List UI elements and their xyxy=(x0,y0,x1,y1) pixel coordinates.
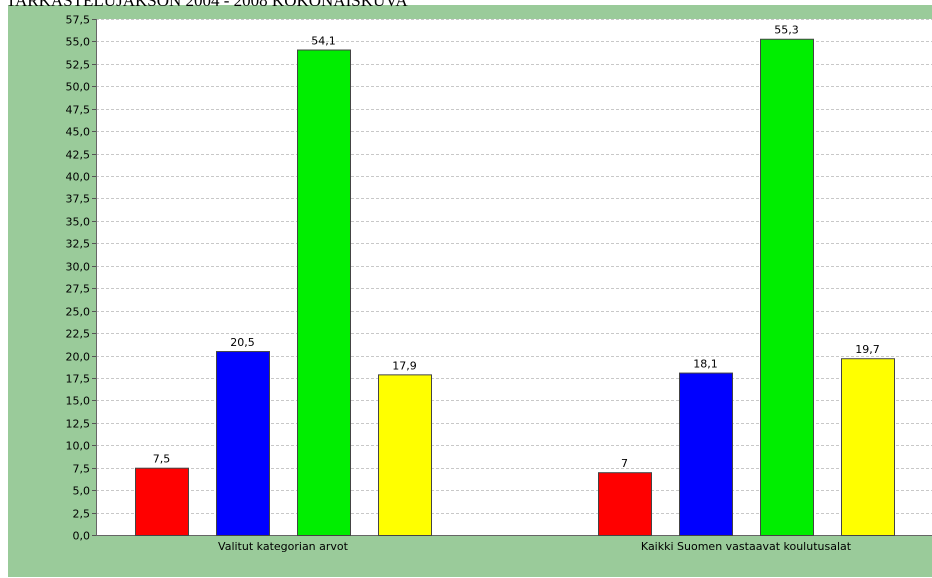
y-tick-label: 32,5 xyxy=(66,238,91,251)
y-tick-label: 10,0 xyxy=(66,440,91,453)
y-tick-label: 55,0 xyxy=(66,36,91,49)
y-tick-label: 12,5 xyxy=(66,418,91,431)
y-tick-label: 40,0 xyxy=(66,171,91,184)
x-category-label: Valitut kategorian arvot xyxy=(218,540,349,553)
data-label: 54,1 xyxy=(311,35,336,48)
y-tick-label: 30,0 xyxy=(66,261,91,274)
bar xyxy=(841,358,895,537)
y-tick-label: 25,0 xyxy=(66,306,91,319)
bar xyxy=(378,374,432,536)
data-label: 19,7 xyxy=(855,343,880,356)
y-tick-label: 20,0 xyxy=(66,351,91,364)
bar xyxy=(216,351,270,536)
y-tick-label: 42,5 xyxy=(66,149,91,162)
y-tick-label: 37,5 xyxy=(66,193,91,206)
data-label: 18,1 xyxy=(693,358,718,371)
y-tick-label: 27,5 xyxy=(66,283,91,296)
data-label: 55,3 xyxy=(774,24,799,37)
data-label: 20,5 xyxy=(230,336,255,349)
y-tick-label: 50,0 xyxy=(66,81,91,94)
bar xyxy=(135,467,189,536)
y-tick-label: 2,5 xyxy=(73,508,91,521)
y-tick-label: 47,5 xyxy=(66,104,91,117)
chart-title: TARKASTELUJAKSON 2004 - 2008 KOKONAISKUV… xyxy=(6,0,408,10)
bar xyxy=(679,372,733,536)
bar xyxy=(297,49,351,537)
data-label: 7 xyxy=(621,457,628,470)
y-tick-label: 52,5 xyxy=(66,59,91,72)
y-tick-label: 22,5 xyxy=(66,328,91,341)
data-label: 7,5 xyxy=(153,453,171,466)
y-tick-label: 57,5 xyxy=(66,14,91,27)
y-tick-label: 17,5 xyxy=(66,373,91,386)
y-tick-label: 0,0 xyxy=(73,530,91,543)
bar xyxy=(760,38,814,536)
y-tick-label: 45,0 xyxy=(66,126,91,139)
data-label: 17,9 xyxy=(392,359,417,372)
bar xyxy=(598,472,652,537)
y-tick-label: 7,5 xyxy=(73,463,91,476)
x-category-label: Kaikki Suomen vastaavat koulutusalat xyxy=(641,540,852,553)
y-tick-label: 15,0 xyxy=(66,395,91,408)
y-tick-label: 35,0 xyxy=(66,216,91,229)
y-tick-label: 5,0 xyxy=(73,485,91,498)
